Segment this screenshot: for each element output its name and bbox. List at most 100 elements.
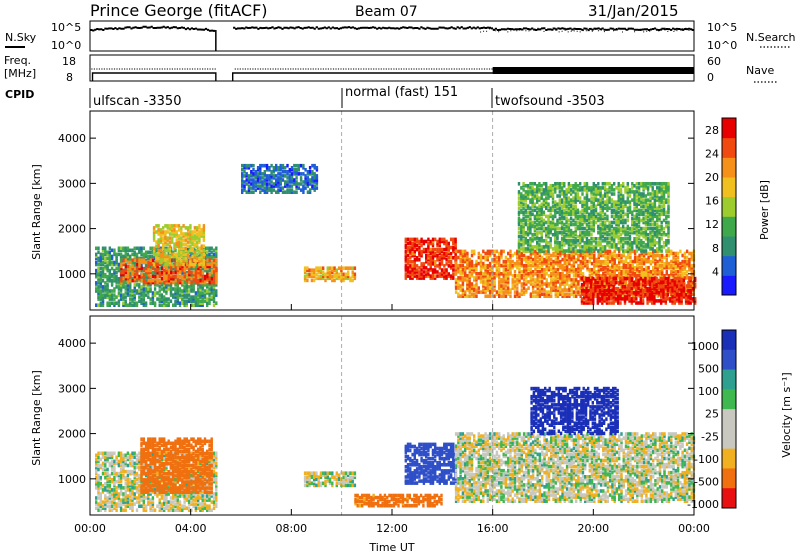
- heatmap-cell: [457, 249, 460, 254]
- heatmap-cell: [682, 286, 686, 291]
- heatmap-cell: [623, 301, 627, 305]
- heatmap-cell: [560, 210, 564, 215]
- heatmap-cell: [259, 168, 262, 172]
- heatmap-cell: [190, 274, 193, 279]
- heatmap-cell: [454, 239, 457, 244]
- heatmap-cell: [536, 230, 539, 235]
- heatmap-cell: [454, 261, 458, 266]
- heatmap-cell: [347, 276, 350, 281]
- heatmap-cell: [431, 260, 435, 264]
- heatmap-cell: [545, 188, 548, 192]
- heatmap-cell: [547, 228, 550, 233]
- heatmap-cell: [210, 246, 213, 251]
- heatmap-cell: [427, 245, 430, 250]
- heatmap-cell: [147, 272, 150, 277]
- heatmap-cell: [351, 274, 354, 279]
- heatmap-cell: [152, 234, 156, 238]
- heatmap-cell: [192, 285, 195, 289]
- heatmap-cell: [536, 196, 539, 200]
- heatmap-cell: [654, 265, 657, 270]
- heatmap-cell: [522, 243, 525, 247]
- heatmap-cell: [268, 182, 271, 186]
- heatmap-cell: [304, 182, 307, 186]
- heatmap-cell: [427, 237, 430, 242]
- heatmap-cell: [488, 284, 492, 288]
- heatmap-cell: [536, 210, 539, 215]
- heatmap-cell: [418, 258, 421, 262]
- heatmap-cell: [197, 268, 200, 273]
- heatmap-cell: [610, 282, 613, 287]
- heatmap-cell: [185, 278, 189, 283]
- heatmap-cell: [181, 291, 184, 295]
- heatmap-cell: [640, 274, 643, 278]
- heatmap-cell: [660, 299, 663, 303]
- heatmap-cell: [665, 257, 668, 262]
- heatmap-cell: [202, 230, 206, 234]
- heatmap-cell: [547, 190, 550, 194]
- heatmap-cell: [624, 280, 628, 284]
- heatmap-cell: [160, 303, 164, 307]
- heatmap-cell: [649, 272, 653, 276]
- heatmap-cell: [434, 276, 437, 280]
- heatmap-cell: [206, 278, 209, 283]
- heatmap-cell: [208, 246, 211, 251]
- heatmap-cell: [169, 285, 173, 289]
- heatmap-cell: [577, 265, 580, 270]
- heatmap-cell: [569, 239, 573, 243]
- heatmap-cell: [563, 255, 566, 260]
- heatmap-cell: [475, 282, 478, 286]
- heatmap-cell: [429, 268, 432, 272]
- heatmap-cell: [202, 244, 206, 248]
- heatmap-cell: [525, 265, 528, 270]
- heatmap-cell: [427, 253, 430, 258]
- heatmap-cell: [619, 297, 622, 301]
- heatmap-cell: [198, 226, 201, 230]
- heatmap-cell: [204, 260, 207, 265]
- heatmap-cell: [694, 278, 697, 283]
- heatmap-cell: [275, 174, 278, 178]
- heatmap-cell: [193, 262, 197, 267]
- heatmap-cell: [486, 286, 489, 290]
- heatmap-cell: [682, 282, 686, 287]
- heatmap-cell: [632, 282, 636, 287]
- heatmap-cell: [142, 303, 145, 307]
- heatmap-cell: [200, 260, 203, 265]
- heatmap-cell: [618, 274, 621, 278]
- heatmap-cell: [655, 291, 658, 295]
- heatmap-cell: [174, 274, 177, 279]
- heatmap-cell: [685, 259, 689, 264]
- heatmap-cell: [495, 292, 499, 296]
- heatmap-cell: [473, 276, 476, 280]
- heatmap-cell: [540, 218, 543, 223]
- heatmap-cell: [572, 218, 575, 223]
- heatmap-cell: [577, 255, 580, 260]
- heatmap-cell: [520, 257, 523, 262]
- heatmap-cell: [406, 237, 410, 242]
- heatmap-cell: [554, 282, 557, 286]
- heatmap-cell: [547, 259, 551, 264]
- heatmap-cell: [488, 278, 492, 282]
- heatmap-cell: [470, 259, 474, 264]
- heatmap-cell: [457, 292, 460, 296]
- heatmap-cell: [656, 259, 659, 264]
- heatmap-cell: [517, 210, 521, 215]
- heatmap-cell: [213, 260, 216, 265]
- heatmap-cell: [468, 290, 471, 294]
- heatmap-cell: [626, 295, 629, 299]
- heatmap-cell: [607, 295, 611, 299]
- heatmap-cell: [265, 163, 269, 168]
- heatmap-cell: [615, 274, 619, 278]
- heatmap-cell: [585, 280, 588, 285]
- heatmap-cell: [286, 180, 289, 184]
- heatmap-cell: [651, 295, 654, 299]
- heatmap-cell: [599, 253, 603, 258]
- heatmap-cell: [288, 190, 291, 194]
- heatmap-cell: [538, 249, 541, 253]
- heatmap-cell: [574, 245, 577, 249]
- heatmap-cell: [166, 230, 169, 234]
- heatmap-cell: [558, 241, 561, 245]
- heatmap-cell: [604, 251, 607, 256]
- heatmap-cell: [163, 274, 166, 279]
- heatmap-cell: [534, 255, 537, 260]
- heatmap-cell: [124, 279, 127, 283]
